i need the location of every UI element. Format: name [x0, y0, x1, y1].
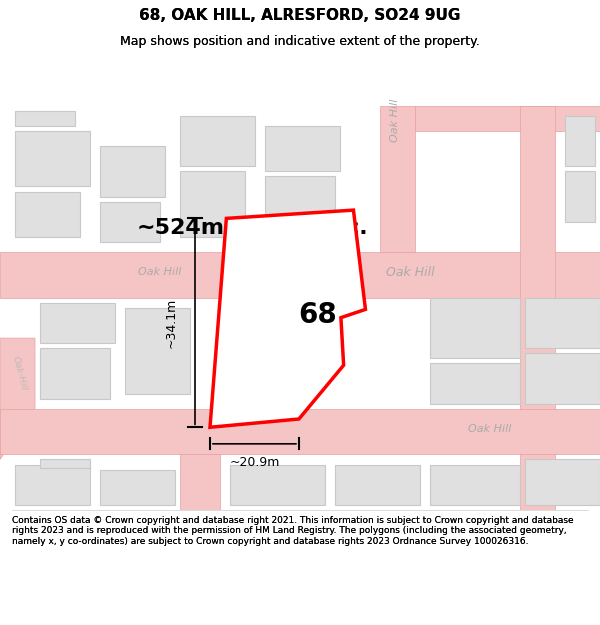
Polygon shape: [180, 454, 220, 510]
Polygon shape: [0, 252, 600, 298]
Polygon shape: [15, 131, 90, 186]
Polygon shape: [430, 464, 520, 505]
Polygon shape: [40, 302, 115, 343]
Text: 68, OAK HILL, ALRESFORD, SO24 9UG: 68, OAK HILL, ALRESFORD, SO24 9UG: [139, 8, 461, 23]
Text: Oak Hill: Oak Hill: [469, 424, 512, 434]
Polygon shape: [180, 116, 255, 166]
Text: Map shows position and indicative extent of the property.: Map shows position and indicative extent…: [120, 35, 480, 48]
Text: ~524m²/~0.130ac.: ~524m²/~0.130ac.: [136, 218, 368, 238]
Polygon shape: [415, 106, 600, 131]
Polygon shape: [0, 409, 600, 454]
Polygon shape: [15, 111, 75, 126]
Polygon shape: [525, 353, 600, 404]
Polygon shape: [125, 308, 190, 394]
Text: Map shows position and indicative extent of the property.: Map shows position and indicative extent…: [120, 35, 480, 48]
Text: 68, OAK HILL, ALRESFORD, SO24 9UG: 68, OAK HILL, ALRESFORD, SO24 9UG: [139, 8, 461, 23]
Polygon shape: [265, 126, 340, 171]
Polygon shape: [380, 106, 415, 252]
Polygon shape: [565, 116, 595, 166]
Polygon shape: [430, 363, 520, 404]
Polygon shape: [40, 348, 110, 399]
Polygon shape: [15, 464, 90, 505]
Polygon shape: [565, 171, 595, 222]
Polygon shape: [100, 469, 175, 505]
Text: Contains OS data © Crown copyright and database right 2021. This information is : Contains OS data © Crown copyright and d…: [12, 516, 574, 546]
Text: Oak Hill: Oak Hill: [139, 268, 182, 278]
Text: ~20.9m: ~20.9m: [229, 456, 280, 469]
Polygon shape: [210, 210, 365, 428]
Polygon shape: [100, 202, 160, 242]
Polygon shape: [430, 298, 520, 358]
Text: Oak Hill: Oak Hill: [390, 99, 400, 142]
Polygon shape: [15, 191, 80, 237]
Polygon shape: [100, 146, 165, 196]
Text: Contains OS data © Crown copyright and database right 2021. This information is : Contains OS data © Crown copyright and d…: [12, 516, 574, 546]
Text: ~34.1m: ~34.1m: [164, 298, 178, 348]
Text: 68: 68: [298, 301, 337, 329]
Text: Oak Hill: Oak Hill: [386, 266, 434, 279]
Polygon shape: [265, 176, 335, 237]
Polygon shape: [525, 298, 600, 348]
Polygon shape: [520, 106, 555, 510]
Polygon shape: [230, 464, 325, 505]
Text: Oak-Hill: Oak-Hill: [11, 355, 29, 392]
Polygon shape: [40, 459, 90, 468]
Polygon shape: [335, 464, 420, 505]
Polygon shape: [525, 459, 600, 505]
Polygon shape: [0, 338, 35, 459]
Polygon shape: [180, 171, 245, 237]
